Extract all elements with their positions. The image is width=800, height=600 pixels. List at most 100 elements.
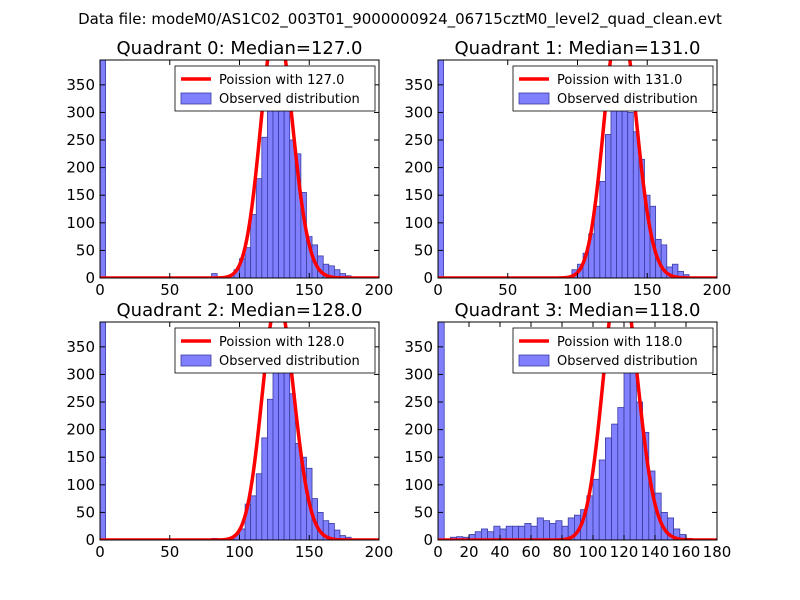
histogram-bar: [632, 131, 640, 278]
x-tick-label: 50: [160, 281, 179, 299]
histogram-bar: [623, 360, 631, 540]
x-tick-label: 200: [703, 281, 732, 299]
histogram-bar: [543, 520, 551, 540]
y-tick-label: 150: [66, 448, 95, 466]
histogram-bar: [261, 437, 268, 540]
histogram-bar: [592, 478, 600, 540]
legend-bar-swatch: [180, 354, 212, 367]
y-tick-label: 100: [404, 476, 433, 494]
x-tick-label: 200: [365, 543, 394, 561]
histogram-bar: [555, 520, 563, 540]
histogram-bar: [518, 525, 526, 540]
histogram-bar: [100, 322, 106, 540]
x-tick-label: 120: [610, 543, 639, 561]
histogram-bar: [289, 393, 296, 540]
y-tick-label: 350: [404, 338, 433, 356]
y-tick-label: 0: [85, 531, 95, 549]
x-tick-label: 100: [225, 543, 254, 561]
histogram-bar: [438, 322, 445, 540]
x-tick-label: 0: [95, 543, 105, 561]
x-tick-label: 0: [433, 543, 443, 561]
y-tick-label: 300: [66, 365, 95, 383]
histogram-bar: [627, 112, 634, 278]
chart-panel-2: Quadrant 2: Median=128.0 0 50 100 150 200 0 50 1…: [66, 300, 394, 561]
histogram-bar: [255, 178, 263, 278]
y-tick-label: 350: [404, 76, 433, 94]
y-tick-label: 350: [66, 76, 95, 94]
y-tick-label: 250: [66, 131, 95, 149]
poisson-curve: [100, 322, 379, 540]
y-tick-label: 50: [414, 503, 433, 521]
x-tick-label: 40: [490, 543, 509, 561]
x-tick-label: 140: [641, 543, 670, 561]
poisson-curve: [438, 322, 717, 540]
legend-observed-label: Observed distribution: [219, 92, 360, 107]
y-tick-label: 200: [66, 159, 95, 177]
histogram-bar: [100, 60, 106, 278]
legend-poisson-label: Poission with 127.0: [219, 73, 344, 88]
legend-observed-label: Observed distribution: [557, 92, 698, 107]
legend-observed-label: Observed distribution: [557, 354, 698, 369]
x-tick-label: 150: [633, 281, 662, 299]
plot-area: [438, 60, 717, 278]
x-tick-label: 0: [95, 281, 105, 299]
histogram-bar: [530, 525, 538, 540]
y-tick-label: 200: [404, 421, 433, 439]
y-tick-label: 200: [66, 421, 95, 439]
figure-suptitle: Data file: modeM0/AS1C02_003T01_90000009…: [78, 10, 722, 29]
y-tick-label: 50: [76, 241, 95, 259]
histogram-bar: [629, 365, 637, 540]
histogram-bar: [512, 525, 520, 540]
y-tick-label: 250: [66, 393, 95, 411]
legend-poisson-label: Poission with 131.0: [557, 73, 682, 88]
histogram-bar: [599, 181, 606, 278]
histogram-bar: [611, 423, 619, 540]
histogram-bar: [250, 495, 257, 540]
histogram-bar: [266, 398, 274, 540]
histogram-bar: [610, 103, 617, 278]
histogram-bar: [438, 60, 444, 278]
x-tick-label: 50: [160, 543, 179, 561]
y-tick-label: 150: [404, 448, 433, 466]
legend-poisson-label: Poission with 118.0: [557, 335, 682, 350]
y-tick-label: 250: [404, 393, 433, 411]
x-tick-label: 200: [365, 281, 394, 299]
axes-frame: [437, 321, 718, 541]
histogram-bar: [660, 244, 668, 278]
legend-observed-label: Observed distribution: [219, 354, 360, 369]
y-tick-label: 350: [66, 338, 95, 356]
y-tick-label: 100: [66, 214, 95, 232]
y-tick-label: 50: [76, 503, 95, 521]
histogram-bar: [605, 437, 613, 540]
histogram-bar: [524, 523, 532, 540]
legend: Poission with 127.0 Observed distribution: [174, 65, 376, 112]
histogram-bar: [605, 134, 612, 278]
histogram-bar: [244, 247, 252, 278]
histogram-bar: [617, 407, 625, 540]
panel-title: Quadrant 1: Median=131.0: [455, 38, 701, 59]
x-tick-label: 80: [552, 543, 571, 561]
legend-bar-swatch: [518, 92, 550, 105]
plot-area: [100, 322, 379, 540]
x-tick-label: 100: [579, 543, 608, 561]
histogram-bar: [283, 362, 291, 540]
panel-title: Quadrant 2: Median=128.0: [117, 300, 363, 321]
legend-bar-swatch: [180, 92, 212, 105]
x-tick-label: 100: [563, 281, 592, 299]
histogram-bar: [272, 349, 279, 540]
x-tick-label: 20: [459, 543, 478, 561]
legend: Poission with 118.0 Observed distribution: [512, 327, 714, 374]
histogram-bar: [250, 214, 257, 278]
x-tick-label: 180: [703, 543, 732, 561]
x-tick-label: 100: [225, 281, 254, 299]
histogram-bar: [289, 139, 296, 278]
x-tick-label: 150: [295, 281, 324, 299]
x-tick-label: 0: [433, 281, 443, 299]
y-tick-label: 150: [66, 186, 95, 204]
histogram-bar: [283, 106, 291, 278]
chart-panel-1: Quadrant 1: Median=131.0 0 50 100 150 200 0 50 1…: [404, 38, 732, 299]
poisson-curve: [100, 60, 379, 278]
legend-bar-swatch: [518, 354, 550, 367]
legend: Poission with 131.0 Observed distribution: [512, 65, 714, 112]
y-tick-label: 300: [66, 103, 95, 121]
